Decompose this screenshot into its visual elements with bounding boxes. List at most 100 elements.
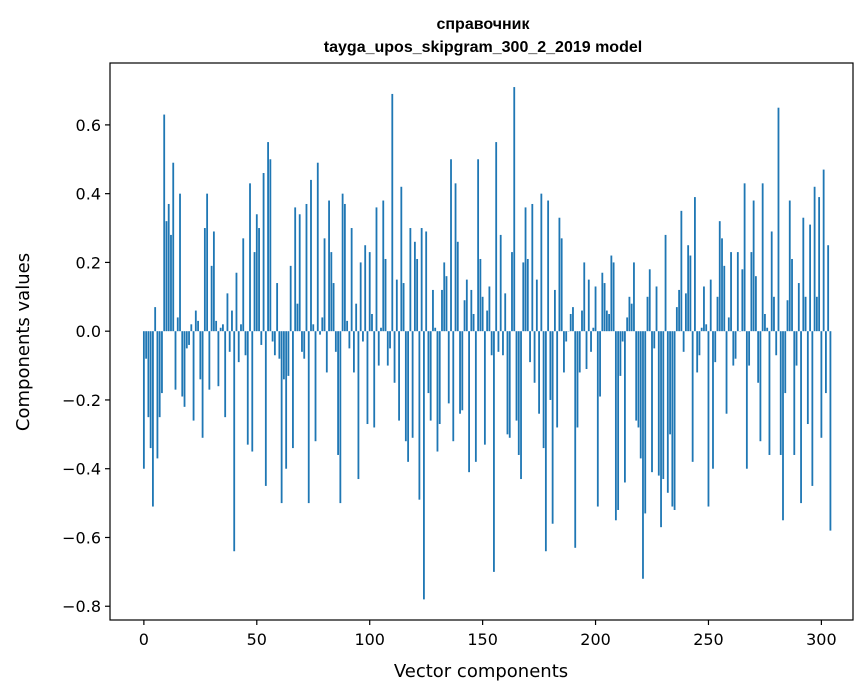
bar bbox=[161, 331, 163, 394]
bar bbox=[432, 289, 434, 332]
bar bbox=[732, 331, 735, 366]
bar bbox=[219, 327, 222, 332]
bar bbox=[355, 303, 358, 332]
chart-title-line1: справочник bbox=[436, 16, 530, 33]
bar bbox=[513, 87, 516, 332]
bar bbox=[551, 331, 554, 524]
x-tick-label: 300 bbox=[806, 630, 837, 649]
bar bbox=[648, 269, 651, 332]
bar bbox=[660, 331, 662, 528]
bar bbox=[759, 331, 762, 442]
bar bbox=[398, 331, 400, 421]
bar bbox=[637, 331, 640, 428]
bar bbox=[217, 331, 220, 387]
bar bbox=[556, 331, 559, 428]
bar bbox=[531, 203, 534, 332]
y-tick-label: 0.6 bbox=[76, 116, 101, 135]
bar bbox=[321, 317, 324, 332]
bar bbox=[447, 331, 450, 404]
y-tick-label: −0.4 bbox=[62, 460, 101, 479]
x-tick-label: 150 bbox=[467, 630, 498, 649]
bar bbox=[712, 331, 714, 469]
bar bbox=[456, 241, 459, 332]
bar bbox=[664, 234, 667, 332]
bar bbox=[822, 169, 825, 332]
bar bbox=[811, 331, 814, 486]
bar bbox=[727, 317, 730, 332]
bar bbox=[700, 327, 703, 332]
bar bbox=[267, 142, 269, 332]
bar bbox=[721, 238, 723, 332]
bar bbox=[316, 162, 319, 332]
bar bbox=[158, 331, 161, 418]
bar bbox=[427, 331, 430, 394]
bar bbox=[734, 331, 737, 359]
bar bbox=[782, 331, 784, 521]
bar bbox=[377, 331, 380, 366]
bar bbox=[495, 142, 498, 332]
bar bbox=[621, 331, 624, 342]
bar bbox=[147, 331, 150, 418]
bar bbox=[210, 265, 213, 332]
bar bbox=[768, 331, 771, 455]
bar bbox=[707, 331, 710, 507]
bar bbox=[800, 331, 802, 504]
bar bbox=[601, 272, 604, 332]
bar bbox=[359, 262, 362, 332]
bar bbox=[149, 331, 152, 449]
bar bbox=[592, 327, 595, 332]
bar bbox=[402, 283, 405, 332]
bar bbox=[251, 331, 254, 452]
bar bbox=[262, 173, 265, 332]
bar bbox=[560, 238, 563, 332]
bar bbox=[617, 331, 620, 510]
bar bbox=[603, 283, 606, 332]
bar bbox=[666, 331, 669, 493]
bar bbox=[488, 286, 491, 332]
bar bbox=[542, 331, 545, 449]
bar bbox=[319, 331, 321, 335]
bar bbox=[644, 331, 647, 514]
bar bbox=[348, 331, 351, 349]
plot-frame bbox=[109, 62, 854, 621]
bar bbox=[585, 331, 588, 370]
bar bbox=[339, 331, 342, 504]
bar bbox=[194, 310, 197, 332]
bar bbox=[237, 331, 240, 363]
bar bbox=[754, 276, 757, 332]
bar bbox=[271, 331, 274, 342]
bar bbox=[289, 265, 292, 332]
bar bbox=[303, 331, 306, 359]
bar bbox=[639, 331, 642, 459]
bar bbox=[633, 262, 635, 332]
bar bbox=[296, 303, 299, 332]
bar bbox=[450, 159, 452, 332]
bar bbox=[341, 193, 344, 332]
bar bbox=[757, 331, 760, 383]
y-tick-label: −0.2 bbox=[62, 391, 101, 410]
bar bbox=[212, 231, 215, 332]
bar bbox=[197, 320, 199, 332]
bar bbox=[569, 313, 572, 332]
bar bbox=[181, 331, 184, 397]
bar bbox=[183, 331, 186, 407]
x-tick-label: 250 bbox=[693, 630, 724, 649]
bar bbox=[368, 252, 371, 332]
bar bbox=[709, 279, 712, 332]
bar bbox=[499, 234, 502, 332]
bar bbox=[547, 200, 550, 332]
bar bbox=[481, 296, 484, 332]
bar bbox=[334, 331, 337, 352]
bar bbox=[235, 272, 238, 332]
bar bbox=[646, 296, 649, 332]
bar bbox=[777, 107, 780, 332]
bar bbox=[242, 238, 245, 332]
bar bbox=[565, 331, 568, 342]
bar bbox=[614, 331, 617, 521]
bar bbox=[818, 197, 821, 332]
bar bbox=[741, 269, 744, 332]
bar bbox=[441, 289, 443, 332]
bar bbox=[504, 293, 507, 332]
bar bbox=[691, 331, 694, 462]
